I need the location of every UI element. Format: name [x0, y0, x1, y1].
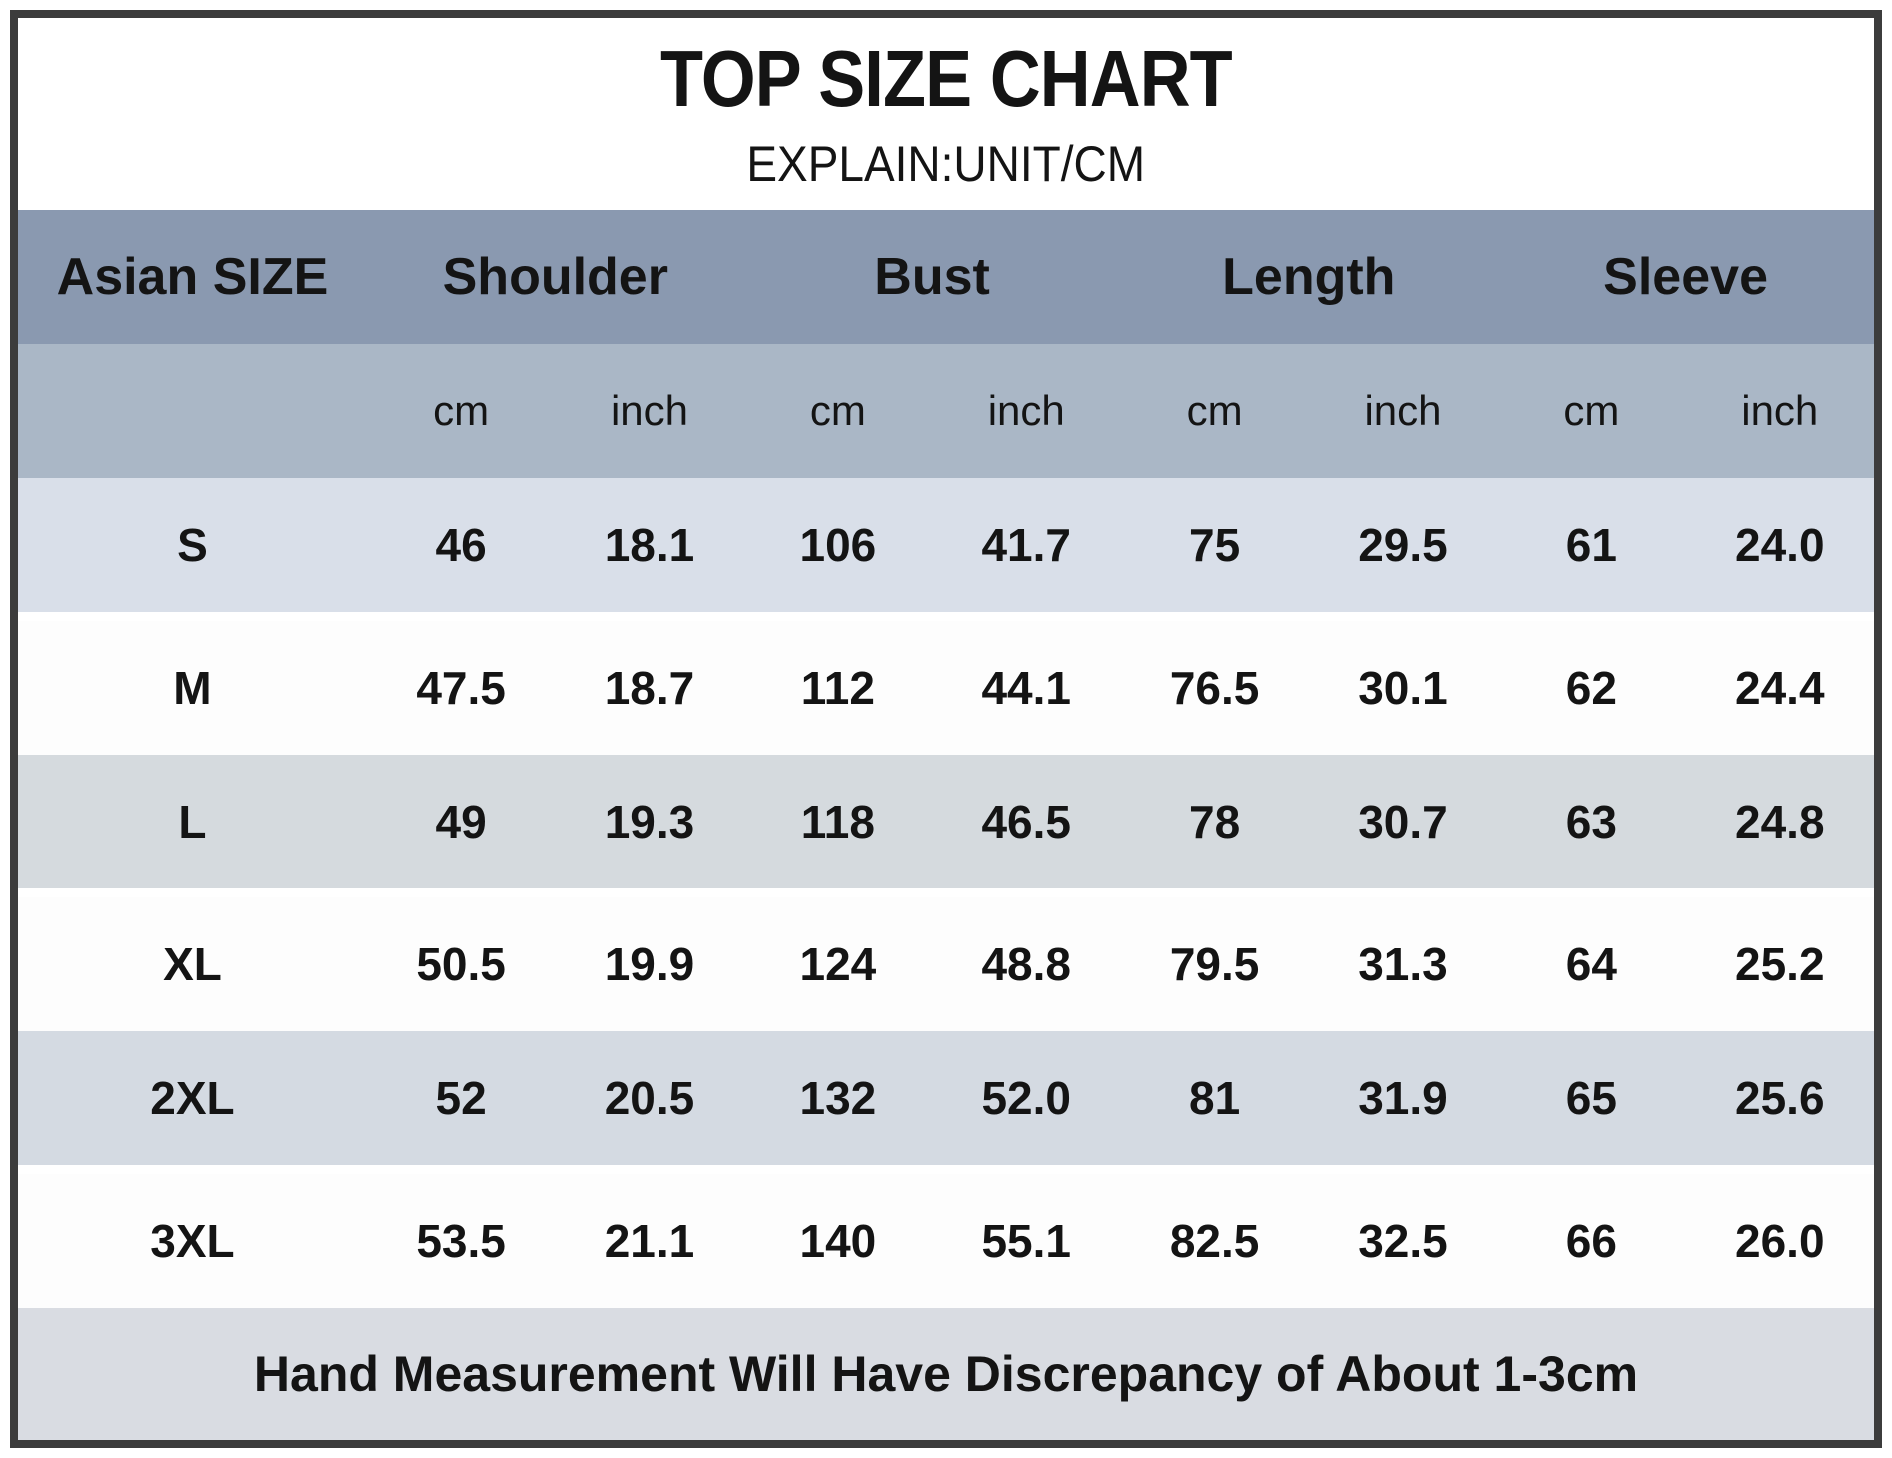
measurement-cell: 112: [800, 661, 875, 714]
page-subtitle: EXPLAIN:UNIT/CM: [746, 136, 1146, 192]
measurement-cell: 118: [743, 754, 933, 898]
header-length: Length: [1120, 210, 1498, 344]
measurement-cell: 140: [799, 1215, 877, 1268]
measurement-cell: 26.0: [1735, 1215, 1825, 1268]
measurement-cell: 29.5: [1308, 478, 1498, 621]
table-group-header-row: Asian SIZE Shoulder Bust Length Sleeve: [18, 210, 1874, 344]
measurement-cell: 21.1: [604, 1215, 695, 1268]
measurement-cell: 24.8: [1685, 754, 1874, 898]
measurement-cell: 20.5: [555, 1031, 744, 1175]
measurement-cell: 19.3: [555, 754, 744, 898]
header-bust: Bust: [743, 210, 1121, 344]
size-cell: S: [18, 478, 367, 621]
units-spacer-cell: [18, 344, 367, 478]
measurement-cell: 24.0: [1685, 478, 1874, 621]
measurement-cell: 30.7: [1308, 754, 1498, 898]
measurement-cell: 106: [743, 478, 933, 621]
measurement-cell: 18.7: [604, 661, 695, 714]
measurement-cell: 62: [1565, 661, 1617, 714]
measurement-cell: 49: [366, 754, 556, 898]
unit-label: inch: [1308, 344, 1498, 478]
measurement-cell: 50.5: [416, 938, 506, 991]
measurement-cell: 81: [1120, 1031, 1309, 1175]
page-title: TOP SIZE CHART: [660, 34, 1233, 123]
table-row-m: M 47.5 18.7 112 44.1 76.5 30.1 62 24.4: [18, 616, 1874, 755]
measurement-cell: 31.9: [1308, 1031, 1498, 1175]
measurement-cell: 76.5: [1169, 661, 1260, 714]
measurement-cell: 78: [1120, 754, 1309, 898]
table-row-xl: XL 50.5 19.9 124 48.8 79.5 31.3 64 25.2: [18, 892, 1874, 1032]
unit-label: cm: [1497, 344, 1686, 478]
measurement-cell: 18.1: [555, 478, 744, 621]
unit-label: cm: [1120, 344, 1309, 478]
measurement-cell: 52.0: [932, 1031, 1121, 1175]
measurement-cell: 52: [366, 1031, 556, 1175]
measurement-cell: 132: [743, 1031, 933, 1175]
footer-note: Hand Measurement Will Have Discrepancy o…: [18, 1308, 1874, 1440]
measurement-cell: 44.1: [981, 661, 1071, 714]
measurement-cell: 31.3: [1358, 938, 1448, 991]
measurement-cell: 63: [1497, 754, 1686, 898]
measurement-cell: 82.5: [1169, 1215, 1260, 1268]
size-table: Asian SIZE Shoulder Bust Length Sleeve c…: [18, 210, 1874, 1440]
measurement-cell: 55.1: [981, 1215, 1071, 1268]
measurement-cell: 46: [366, 478, 556, 621]
unit-label: cm: [743, 344, 933, 478]
measurement-cell: 65: [1497, 1031, 1686, 1175]
measurement-cell: 41.7: [932, 478, 1121, 621]
unit-label: inch: [1685, 344, 1874, 478]
size-cell: M: [173, 661, 212, 714]
table-footer-row: Hand Measurement Will Have Discrepancy o…: [18, 1308, 1874, 1440]
size-cell: 2XL: [18, 1031, 367, 1175]
measurement-cell: 64: [1565, 938, 1617, 991]
measurement-cell: 25.6: [1685, 1031, 1874, 1175]
measurement-cell: 24.4: [1735, 661, 1825, 714]
measurement-cell: 19.9: [604, 938, 695, 991]
measurement-cell: 124: [799, 938, 877, 991]
header-asian-size: Asian SIZE: [18, 210, 367, 344]
measurement-cell: 30.1: [1358, 661, 1448, 714]
measurement-cell: 48.8: [981, 938, 1071, 991]
measurement-cell: 66: [1565, 1215, 1617, 1268]
size-chart-frame: TOP SIZE CHART EXPLAIN:UNIT/CM Asian SIZ…: [10, 10, 1882, 1448]
measurement-cell: 75: [1120, 478, 1309, 621]
table-row-s: S 46 18.1 106 41.7 75 29.5 61 24.0: [18, 478, 1874, 621]
unit-label: cm: [366, 344, 556, 478]
measurement-cell: 47.5: [416, 661, 506, 714]
measurement-cell: 53.5: [416, 1215, 506, 1268]
measurement-cell: 32.5: [1358, 1215, 1448, 1268]
title-area: TOP SIZE CHART EXPLAIN:UNIT/CM: [18, 18, 1874, 210]
table-row-2xl: 2XL 52 20.5 132 52.0 81 31.9 65 25.6: [18, 1031, 1874, 1175]
table-row-3xl: 3XL 53.5 21.1 140 55.1 82.5 32.5 66 26.0: [18, 1169, 1874, 1308]
measurement-cell: 61: [1497, 478, 1686, 621]
measurement-cell: 79.5: [1169, 938, 1260, 991]
size-cell: 3XL: [150, 1215, 235, 1268]
unit-label: inch: [932, 344, 1121, 478]
header-sleeve: Sleeve: [1497, 210, 1874, 344]
size-cell: L: [18, 754, 367, 898]
measurement-cell: 25.2: [1735, 938, 1825, 991]
unit-label: inch: [555, 344, 744, 478]
table-units-row: cm inch cm inch cm inch cm inch: [18, 344, 1874, 478]
measurement-cell: 46.5: [932, 754, 1121, 898]
table-row-l: L 49 19.3 118 46.5 78 30.7 63 24.8: [18, 754, 1874, 898]
header-shoulder: Shoulder: [366, 210, 744, 344]
size-cell: XL: [163, 938, 222, 991]
